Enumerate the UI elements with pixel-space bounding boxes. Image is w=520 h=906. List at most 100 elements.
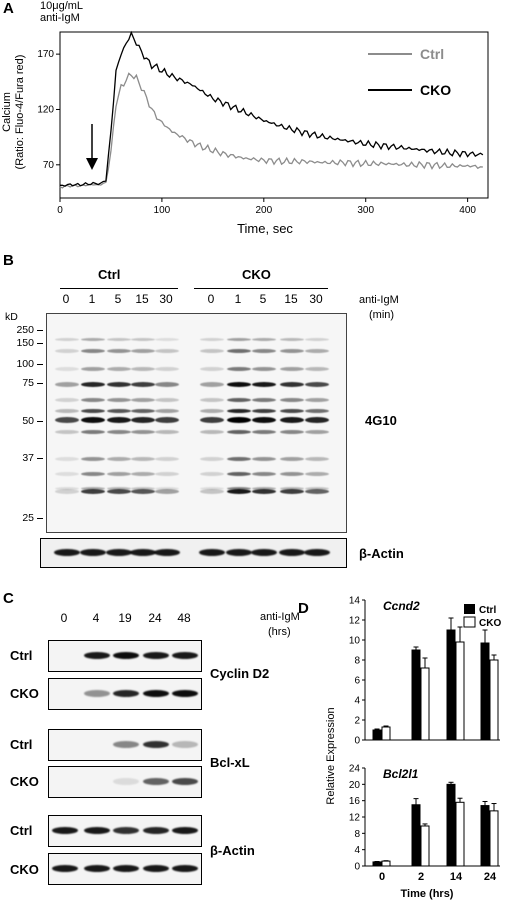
lane-label: 0 bbox=[62, 292, 70, 306]
band bbox=[55, 430, 79, 434]
x-tick-label: 24 bbox=[484, 871, 497, 883]
band bbox=[131, 457, 155, 461]
lane-label-c: 48 bbox=[177, 611, 191, 625]
stimulus-line-2: anti-IgM bbox=[40, 12, 80, 24]
band bbox=[251, 549, 277, 556]
band bbox=[200, 486, 224, 490]
band bbox=[252, 457, 276, 461]
calcium-chart: 0 100 200 300 400 70 120 170 Ctrl CKO Calcium (Ra… bbox=[1, 30, 489, 236]
band bbox=[113, 690, 139, 697]
bar-cko bbox=[455, 801, 465, 867]
kd-marker-label: 100 bbox=[16, 358, 34, 370]
band bbox=[107, 486, 131, 490]
band bbox=[200, 337, 224, 341]
kd-marker-tick bbox=[37, 421, 43, 422]
blot-strip-c bbox=[48, 815, 202, 847]
band bbox=[131, 398, 155, 402]
blot-4g10 bbox=[46, 313, 347, 533]
band bbox=[143, 741, 169, 748]
blot-strip-c bbox=[48, 678, 202, 710]
band bbox=[107, 488, 131, 494]
bar-ctrl bbox=[480, 805, 490, 867]
expression-ylabel: Relative Expression bbox=[325, 707, 337, 804]
band bbox=[81, 349, 105, 353]
band bbox=[143, 652, 169, 659]
band bbox=[172, 741, 198, 748]
band bbox=[55, 486, 79, 490]
band bbox=[252, 349, 276, 353]
y-tick-label: 0 bbox=[354, 736, 360, 747]
y-tick-label: 24 bbox=[349, 764, 361, 775]
band bbox=[305, 488, 329, 494]
band bbox=[280, 457, 304, 461]
bar-cko bbox=[381, 860, 391, 867]
panel-c-label: C bbox=[3, 590, 14, 607]
band bbox=[155, 472, 179, 476]
band bbox=[155, 488, 179, 494]
band bbox=[155, 337, 179, 341]
treatment-label-b: anti-IgM (min) bbox=[359, 293, 399, 323]
band bbox=[55, 349, 79, 353]
calcium-ylabel-line-2: (Ratio: Fluo-4/Fura red) bbox=[14, 55, 26, 170]
calcium-plot-area: 0 100 200 300 400 70 120 170 Ctrl CKO bbox=[37, 30, 489, 216]
lane-label: 0 bbox=[207, 292, 215, 306]
band bbox=[227, 457, 251, 461]
band bbox=[199, 549, 225, 556]
band bbox=[131, 381, 155, 387]
band bbox=[55, 417, 79, 423]
band bbox=[200, 457, 224, 461]
row-label-ctrl-3: Ctrl bbox=[10, 823, 33, 838]
bar-ctrl bbox=[372, 729, 382, 741]
band bbox=[130, 549, 156, 556]
band bbox=[84, 690, 110, 697]
band bbox=[155, 381, 179, 387]
band bbox=[280, 472, 304, 476]
group-underline-cko bbox=[194, 288, 328, 289]
legend-swatch-cko bbox=[463, 616, 476, 628]
band bbox=[81, 472, 105, 476]
band bbox=[252, 430, 276, 434]
band bbox=[280, 409, 304, 413]
blot-label-4g10: 4G10 bbox=[365, 413, 397, 428]
band bbox=[200, 381, 224, 387]
band bbox=[155, 409, 179, 413]
kd-marker-label: 75 bbox=[22, 377, 34, 389]
band bbox=[227, 430, 251, 434]
lane-label: 5 bbox=[259, 292, 267, 306]
band bbox=[131, 367, 155, 371]
bar-ctrl bbox=[480, 642, 490, 741]
panel-b-label: B bbox=[3, 252, 14, 269]
band bbox=[131, 486, 155, 490]
bar-ctrl bbox=[372, 861, 382, 867]
band bbox=[305, 337, 329, 341]
band bbox=[280, 381, 304, 387]
band bbox=[200, 398, 224, 402]
band bbox=[280, 430, 304, 434]
legend: Ctrl CKO bbox=[463, 604, 501, 629]
stimulus-line-1: 10μg/mL bbox=[40, 0, 84, 12]
kd-marker-label: 150 bbox=[16, 337, 34, 349]
y-tick-label: 2 bbox=[354, 716, 360, 727]
x-tick-label: 200 bbox=[255, 205, 272, 216]
y-tick-label: 170 bbox=[37, 49, 54, 60]
band bbox=[172, 690, 198, 697]
band bbox=[131, 417, 155, 423]
band bbox=[252, 367, 276, 371]
band bbox=[113, 741, 139, 748]
stimulus-label: 10μg/mL anti-IgM bbox=[40, 0, 83, 24]
band bbox=[107, 430, 131, 434]
kd-marker-label: 50 bbox=[22, 415, 34, 427]
band bbox=[305, 398, 329, 402]
band bbox=[143, 827, 169, 834]
y-tick-label: 6 bbox=[354, 676, 360, 687]
band bbox=[305, 349, 329, 353]
kd-marker-tick bbox=[37, 383, 43, 384]
treatment-b-line-1: anti-IgM bbox=[359, 294, 399, 306]
band bbox=[252, 486, 276, 490]
band bbox=[107, 417, 131, 423]
band bbox=[81, 417, 105, 423]
band bbox=[280, 488, 304, 494]
bar-cko bbox=[420, 667, 430, 741]
band bbox=[280, 349, 304, 353]
